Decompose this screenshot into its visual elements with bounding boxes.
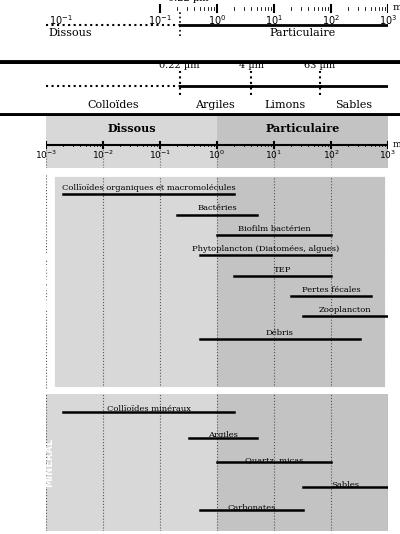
Bar — [217, 116, 388, 168]
Text: 63 µm: 63 µm — [304, 61, 335, 70]
Text: Phytoplancton (Diatomées, algues): Phytoplancton (Diatomées, algues) — [192, 245, 339, 253]
Text: Collïoïdes minéraux: Collïoïdes minéraux — [106, 405, 190, 413]
Text: $10^{-1}$: $10^{-1}$ — [49, 13, 73, 27]
Text: ORGANIQUE: ORGANIQUE — [44, 248, 54, 314]
Text: 0.22 µm: 0.22 µm — [159, 61, 200, 70]
Bar — [217, 175, 386, 388]
Text: Dissous: Dissous — [49, 28, 92, 38]
Text: Bactéries: Bactéries — [197, 205, 237, 213]
Text: 0.22 µm: 0.22 µm — [168, 0, 208, 3]
Text: Sables: Sables — [335, 100, 372, 110]
Text: 4 µm: 4 µm — [239, 61, 264, 70]
Text: $10^{2}$: $10^{2}$ — [322, 148, 340, 161]
Text: $10^{-1}$: $10^{-1}$ — [148, 13, 172, 27]
Text: Argiles: Argiles — [208, 431, 238, 439]
Text: $10^{3}$: $10^{3}$ — [380, 148, 396, 161]
Text: Quartz, micas: Quartz, micas — [245, 456, 303, 464]
Text: TEP: TEP — [274, 265, 291, 273]
Text: $10^{0}$: $10^{0}$ — [208, 148, 226, 161]
Bar — [217, 395, 388, 531]
Text: Carbonates: Carbonates — [227, 504, 275, 512]
Text: Zooplancton: Zooplancton — [319, 306, 372, 314]
Text: $10^{3}$: $10^{3}$ — [379, 13, 397, 27]
Bar — [46, 395, 217, 531]
Text: Colloïdes: Colloïdes — [87, 100, 138, 110]
Text: microns: microns — [392, 140, 400, 150]
Text: Dissous: Dissous — [107, 123, 156, 134]
Text: Particulaire: Particulaire — [269, 28, 336, 38]
Text: Biofilm bactérien: Biofilm bactérien — [238, 225, 310, 233]
Text: $10^{1}$: $10^{1}$ — [265, 13, 283, 27]
Bar — [53, 175, 217, 388]
Text: $10^{-2}$: $10^{-2}$ — [92, 148, 114, 161]
Text: microns: microns — [392, 3, 400, 12]
Text: $10^{0}$: $10^{0}$ — [208, 13, 226, 27]
Text: Limons: Limons — [265, 100, 306, 110]
Bar — [46, 116, 217, 168]
Text: MINERAL: MINERAL — [44, 438, 54, 488]
Text: $10^{2}$: $10^{2}$ — [322, 13, 340, 27]
Text: Pertes fécales: Pertes fécales — [302, 286, 360, 294]
Text: $10^{1}$: $10^{1}$ — [266, 148, 282, 161]
Text: Sables: Sables — [331, 481, 359, 489]
Text: $10^{-1}$: $10^{-1}$ — [149, 148, 171, 161]
Text: Débris: Débris — [266, 329, 294, 337]
Text: $10^{-3}$: $10^{-3}$ — [35, 148, 57, 161]
Text: Collïoïdes organiques et macromolécules: Collïoïdes organiques et macromolécules — [62, 184, 236, 192]
Text: Particulaire: Particulaire — [265, 123, 340, 134]
Text: Argiles: Argiles — [196, 100, 235, 110]
